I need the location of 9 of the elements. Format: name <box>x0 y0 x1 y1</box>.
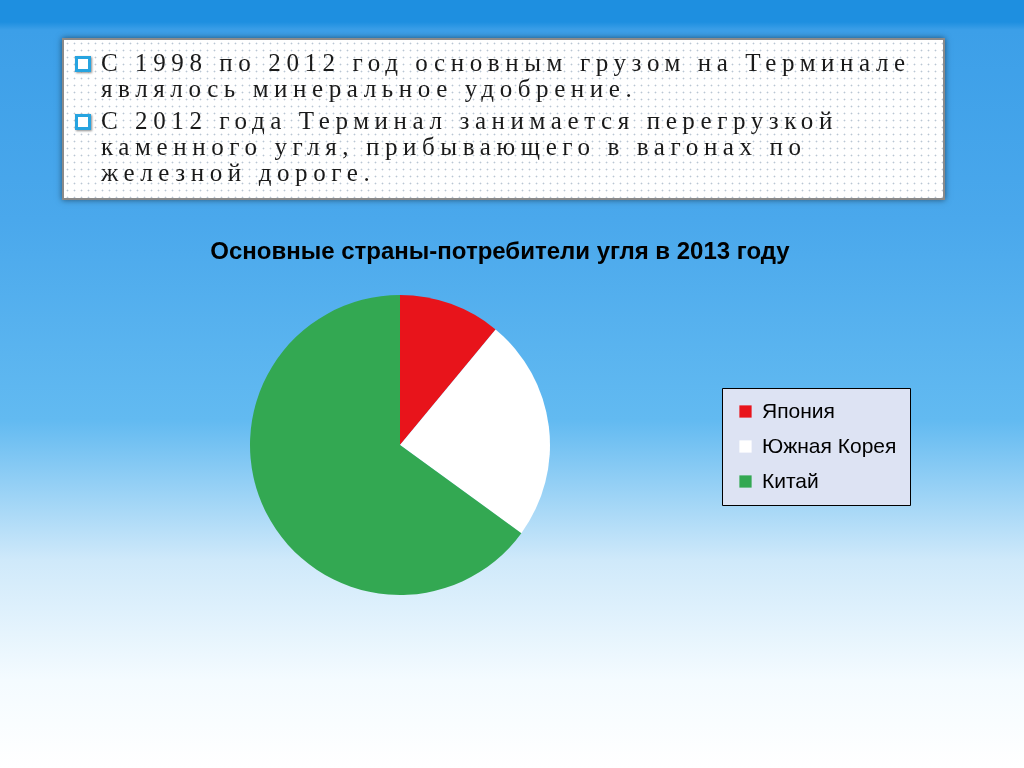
pie-slice <box>400 329 550 534</box>
chart-title: Основные страны-потребители угля в 2013 году <box>210 237 791 264</box>
text: С 1998 по 2012 год основным грузом на Терминале являлось минеральное удобрение. <box>101 49 911 102</box>
pie-slice <box>250 295 522 595</box>
pie-slice <box>400 295 496 445</box>
legend-label: Южная Корея <box>762 433 897 457</box>
legend-label: Япония <box>762 398 835 422</box>
text: С 2012 года Терминал занимается перегрузкой каменного угля, прибывающего в вагонах по железной дороге. <box>101 107 838 186</box>
legend-label: Китай <box>762 468 819 492</box>
